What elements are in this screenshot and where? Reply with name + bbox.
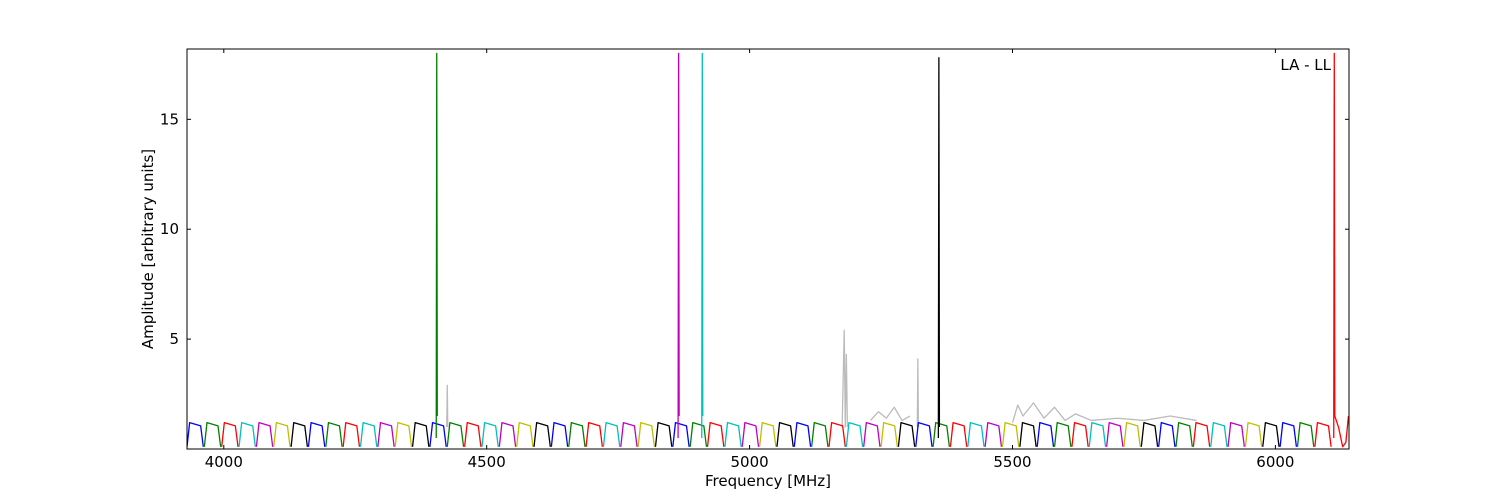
spectrum-line xyxy=(446,329,1197,428)
spectrum-line xyxy=(238,52,1228,447)
spectrum-line xyxy=(203,52,1315,447)
spectrum-line xyxy=(187,421,1298,447)
x-tick-label: 5000 xyxy=(731,453,769,471)
y-tick-label: 10 xyxy=(160,220,179,238)
spectrum-line xyxy=(273,421,1263,447)
annotation: LA - LL xyxy=(1280,56,1331,74)
x-tick-label: 4500 xyxy=(468,453,506,471)
y-tick-label: 15 xyxy=(160,110,179,128)
plot-lines xyxy=(187,52,1349,448)
x-tick-label: 6000 xyxy=(1256,453,1294,471)
y-tick-label: 5 xyxy=(169,330,179,348)
x-tick-label: 4000 xyxy=(205,453,243,471)
spectrum-line xyxy=(255,52,1246,447)
spectrum-line xyxy=(221,52,1349,448)
spectrum-line xyxy=(290,57,1280,447)
x-tick-label: 5500 xyxy=(993,453,1031,471)
plot-frame xyxy=(186,48,1350,450)
x-axis-label: Frequency [MHz] xyxy=(705,472,831,490)
y-axis-label: Amplitude [arbitrary units] xyxy=(139,149,157,349)
